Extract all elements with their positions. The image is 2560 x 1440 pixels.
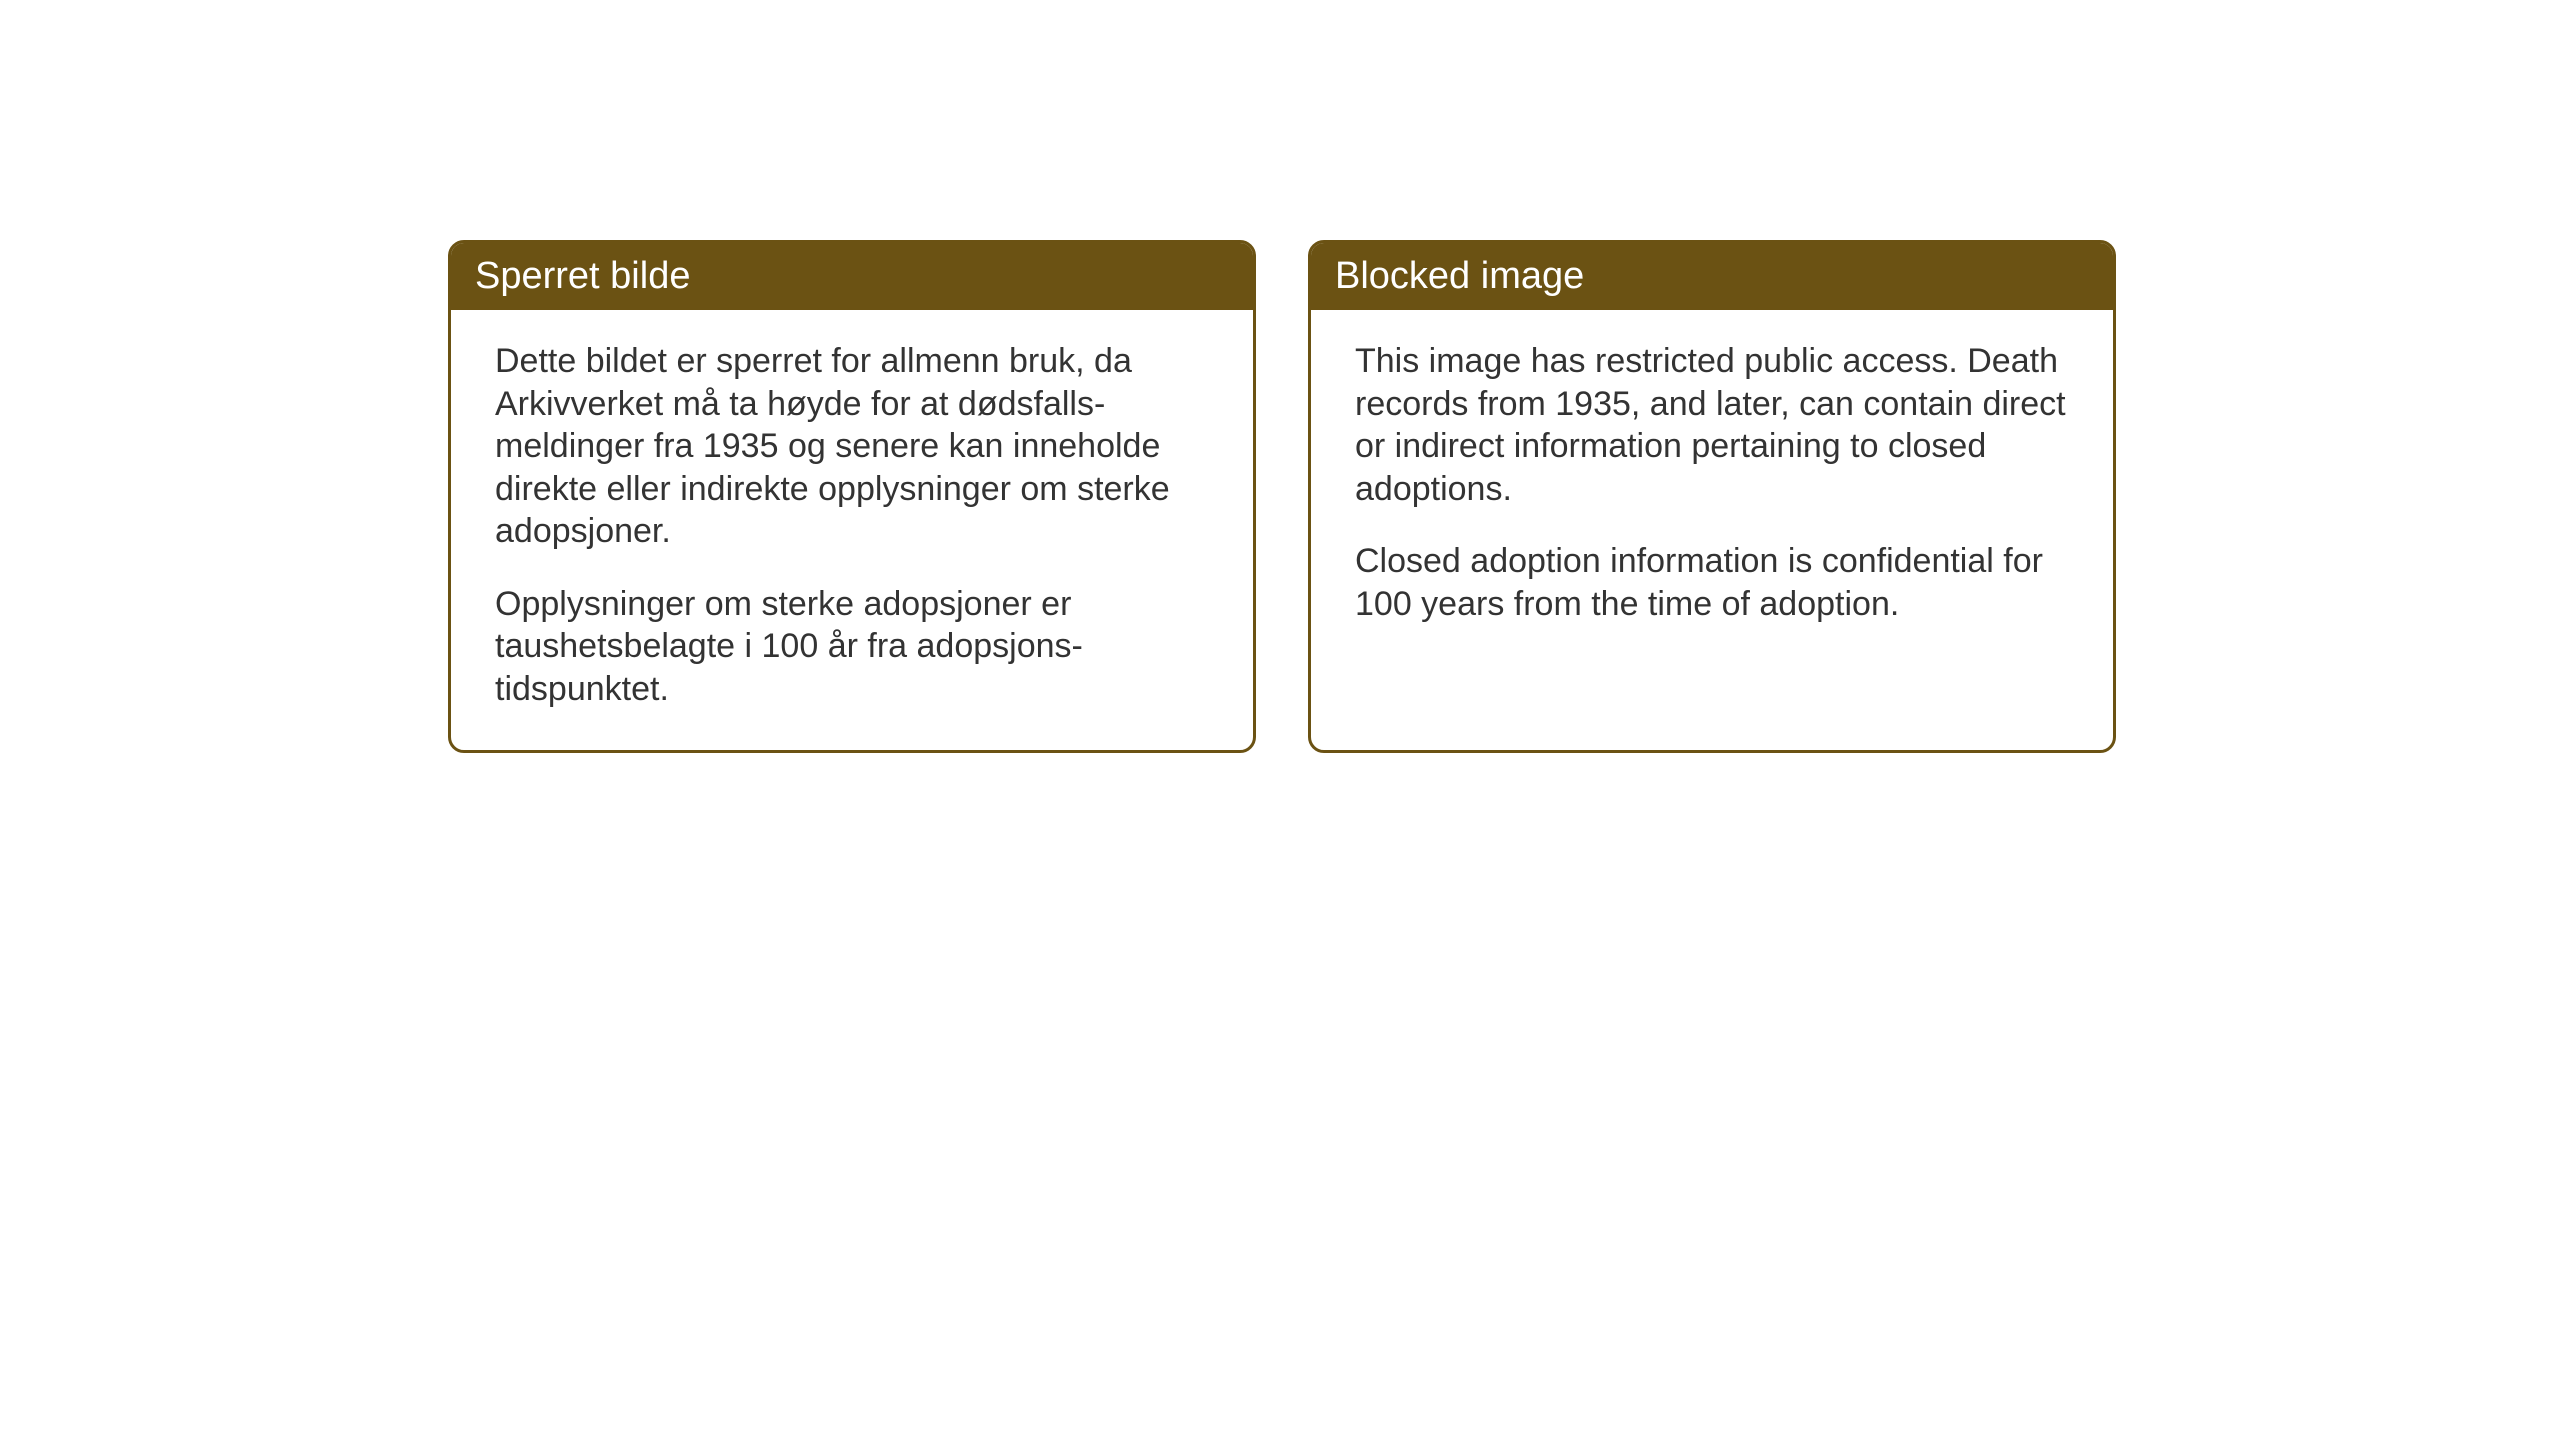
notice-card-english: Blocked image This image has restricted … [1308,240,2116,753]
paragraph-1-english: This image has restricted public access.… [1355,340,2069,510]
paragraph-1-norwegian: Dette bildet er sperret for allmenn bruk… [495,340,1209,553]
card-header-norwegian: Sperret bilde [451,243,1253,310]
notice-card-norwegian: Sperret bilde Dette bildet er sperret fo… [448,240,1256,753]
card-body-norwegian: Dette bildet er sperret for allmenn bruk… [451,310,1253,750]
card-header-english: Blocked image [1311,243,2113,310]
paragraph-2-english: Closed adoption information is confident… [1355,540,2069,625]
paragraph-2-norwegian: Opplysninger om sterke adopsjoner er tau… [495,583,1209,711]
notice-container: Sperret bilde Dette bildet er sperret fo… [0,0,2560,753]
card-body-english: This image has restricted public access.… [1311,310,2113,665]
